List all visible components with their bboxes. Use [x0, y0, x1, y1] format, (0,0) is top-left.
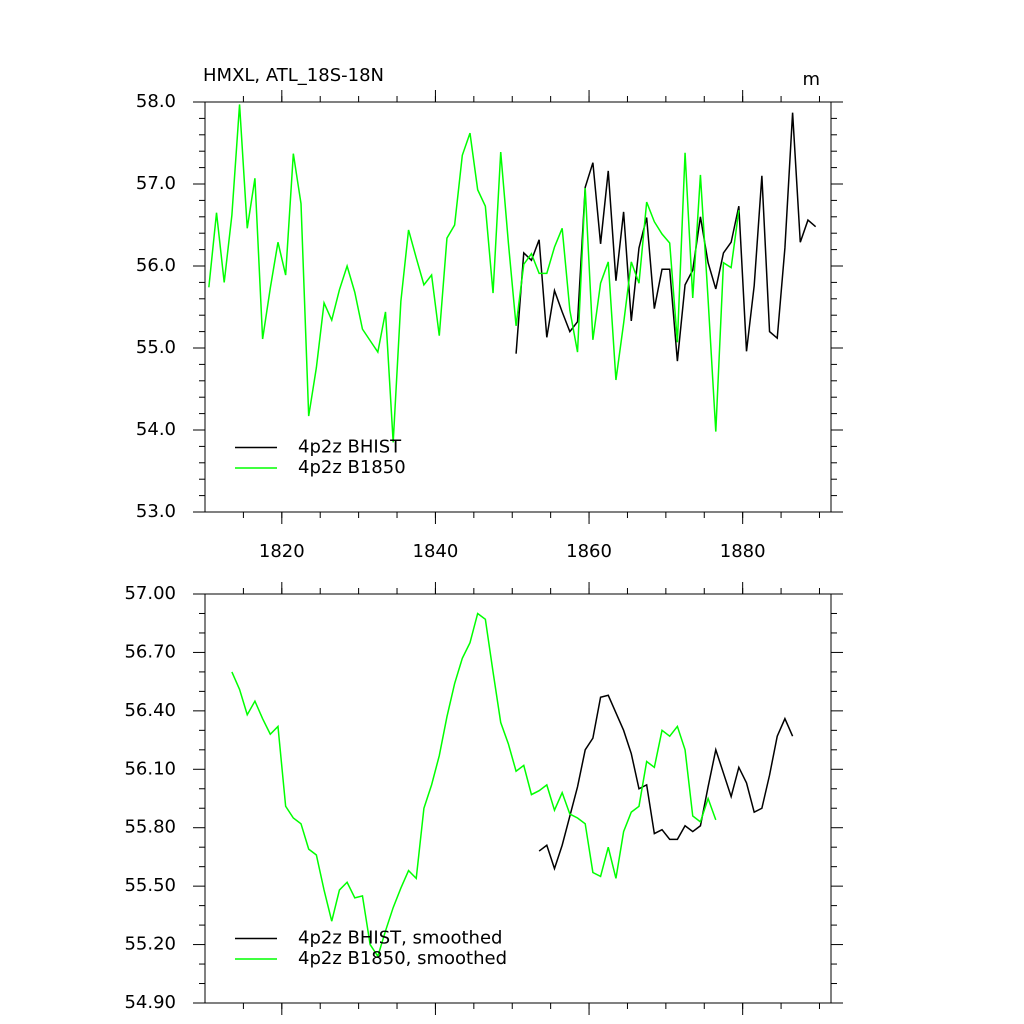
- units-label: m: [802, 69, 820, 90]
- y-tick-label: 56.40: [124, 700, 176, 721]
- data-line: [208, 104, 740, 443]
- chart-title: HMXL, ATL_18S-18N: [203, 65, 384, 86]
- plot-frame: [204, 101, 832, 513]
- data-line: [538, 694, 794, 872]
- x-tick-label: 1840: [413, 541, 459, 562]
- y-tick-label: 56.70: [124, 641, 176, 662]
- data-line: [515, 112, 817, 362]
- legend-label: 4p2z BHIST: [298, 437, 402, 458]
- y-tick-label: 58.0: [136, 91, 176, 112]
- x-tick-label: 1820: [259, 541, 305, 562]
- y-tick-label: 54.0: [136, 419, 176, 440]
- y-tick-label: 56.0: [136, 255, 176, 276]
- y-tick-label: 55.50: [124, 875, 176, 896]
- y-tick-label: 55.0: [136, 337, 176, 358]
- x-tick-label: 1860: [566, 541, 612, 562]
- data-line: [231, 612, 717, 959]
- y-tick-label: 57.00: [124, 583, 176, 604]
- x-tick-label: 1880: [720, 541, 766, 562]
- legend-label: 4p2z B1850, smoothed: [298, 948, 507, 969]
- y-tick-label: 55.20: [124, 934, 176, 955]
- legend-label: 4p2z BHIST, smoothed: [298, 928, 502, 949]
- legend-label: 4p2z B1850: [298, 457, 406, 478]
- y-tick-label: 53.0: [136, 501, 176, 522]
- plot-frame: [204, 593, 832, 1004]
- y-tick-label: 56.10: [124, 758, 176, 779]
- y-tick-label: 54.90: [124, 992, 176, 1013]
- y-tick-label: 55.80: [124, 817, 176, 838]
- y-tick-label: 57.0: [136, 173, 176, 194]
